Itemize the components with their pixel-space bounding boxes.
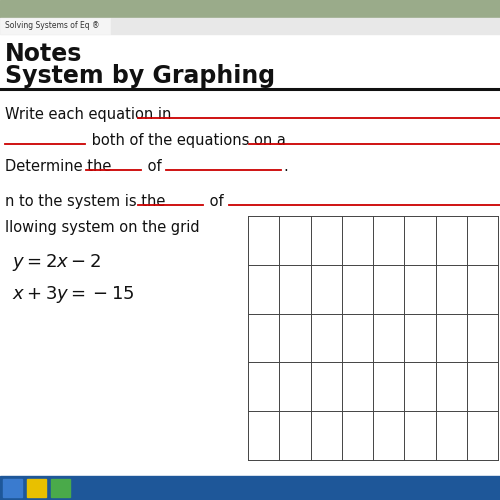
Text: Write each equation in: Write each equation in: [5, 107, 176, 122]
Text: .: .: [284, 159, 288, 174]
Text: $x + 3y = -15$: $x + 3y = -15$: [12, 284, 135, 305]
Bar: [27, 479, 46, 497]
Bar: [51, 479, 70, 497]
Text: n to the system is the: n to the system is the: [5, 194, 170, 209]
Bar: [0, 0, 500, 18]
Bar: [0, 476, 500, 500]
Text: Determine the: Determine the: [5, 159, 116, 174]
Text: System by Graphing: System by Graphing: [5, 64, 275, 88]
Text: of: of: [206, 194, 229, 209]
Text: $y = 2x - 2$: $y = 2x - 2$: [12, 252, 101, 273]
Bar: [3, 479, 22, 497]
Bar: [0, 18, 500, 34]
Text: llowing system on the grid: llowing system on the grid: [5, 220, 200, 235]
Text: Solving Systems of Eq ®: Solving Systems of Eq ®: [5, 22, 100, 30]
Text: both of the equations on a: both of the equations on a: [87, 133, 290, 148]
Bar: [0, 18, 110, 34]
Text: Notes: Notes: [5, 42, 82, 66]
Text: of: of: [143, 159, 167, 174]
